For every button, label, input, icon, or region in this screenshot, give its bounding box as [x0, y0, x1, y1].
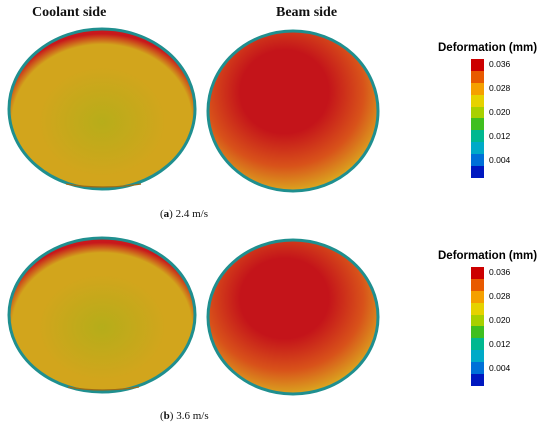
legend-swatch [471, 130, 484, 143]
beam-side-deformation-disk-b [206, 238, 380, 396]
legend-swatch [471, 374, 484, 386]
legend-swatch [471, 70, 484, 83]
legend-swatch [471, 278, 484, 291]
legend-tick: 0.012 [489, 131, 511, 141]
legend-tick: 0.012 [489, 339, 511, 349]
caption-b: (b) 3.6 m/s [160, 410, 209, 422]
legend-tick: 0.020 [489, 107, 511, 117]
legend-swatch [471, 326, 484, 339]
legend-swatch [471, 350, 484, 363]
legend-swatch [471, 118, 484, 131]
legend-title: Deformation (mm) [438, 250, 538, 262]
legend-swatch [471, 154, 484, 167]
beam-side-deformation-disk-a [206, 29, 380, 193]
color-scale-bar [471, 59, 484, 178]
coolant-side-deformation-disk-b [7, 236, 197, 394]
coolant-side-deformation-disk-a [7, 27, 197, 191]
caption-b-letter: b [163, 410, 170, 422]
legend-tick: 0.036 [489, 267, 511, 277]
caption-a-letter: a [163, 208, 170, 220]
legend-tick: 0.028 [489, 291, 511, 301]
legend-tick: 0.028 [489, 83, 511, 93]
legend-swatch [471, 106, 484, 119]
legend-swatch [471, 94, 484, 107]
legend-title: Deformation (mm) [438, 42, 538, 54]
deformation-legend-b: Deformation (mm) 0.036 0.028 0.020 0.012… [438, 250, 548, 410]
legend-tick: 0.036 [489, 59, 511, 69]
coolant-side-title: Coolant side [32, 5, 107, 20]
legend-swatch [471, 82, 484, 95]
legend-swatch [471, 59, 484, 71]
legend-tick: 0.004 [489, 363, 511, 373]
caption-a: (a) 2.4 m/s [160, 208, 208, 220]
caption-a-text: 2.4 m/s [175, 208, 208, 220]
legend-swatch [471, 142, 484, 155]
color-scale-bar [471, 267, 484, 386]
legend-swatch [471, 362, 484, 375]
caption-b-text: 3.6 m/s [176, 410, 209, 422]
legend-tick: 0.004 [489, 155, 511, 165]
legend-swatch [471, 166, 484, 178]
legend-swatch [471, 267, 484, 279]
legend-swatch [471, 302, 484, 315]
deformation-legend-a: Deformation (mm) 0.036 0.028 0.020 0.012… [438, 42, 548, 202]
legend-swatch [471, 290, 484, 303]
legend-swatch [471, 338, 484, 351]
legend-swatch [471, 314, 484, 327]
beam-side-title: Beam side [276, 5, 338, 20]
legend-tick: 0.020 [489, 315, 511, 325]
